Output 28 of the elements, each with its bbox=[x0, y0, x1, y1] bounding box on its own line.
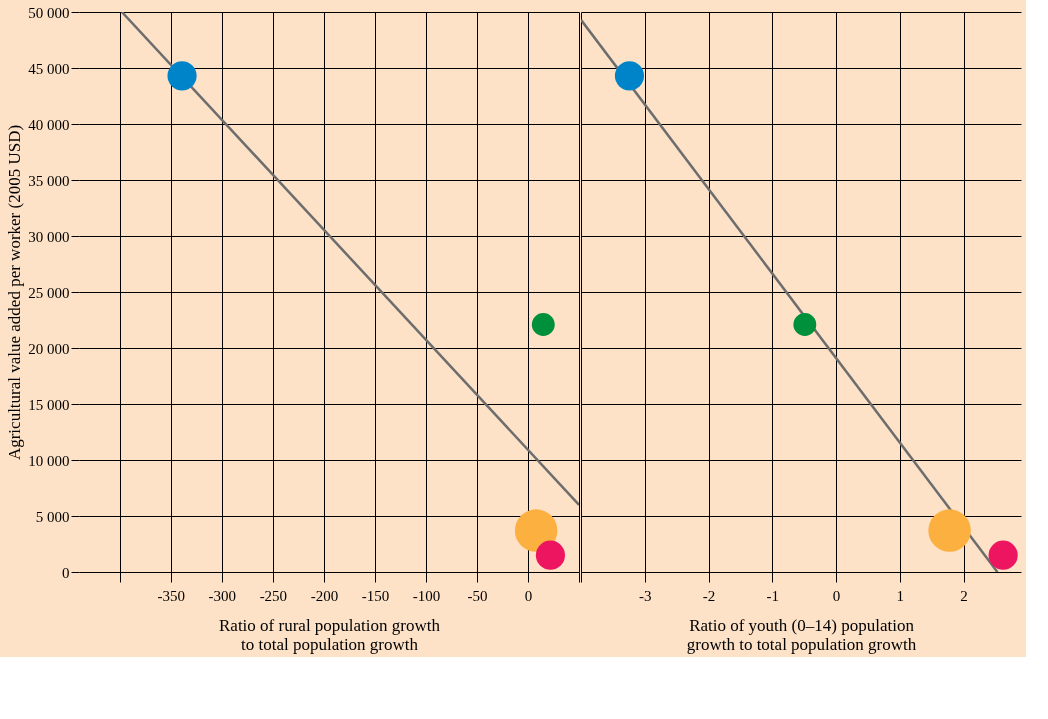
x-tick-label: -100 bbox=[412, 587, 441, 604]
y-tick-label: 0 bbox=[62, 564, 70, 581]
y-tick-label: 35 000 bbox=[28, 172, 70, 189]
x-tick-label: -350 bbox=[157, 587, 186, 604]
y-tick-label: 5 000 bbox=[35, 508, 70, 525]
x-tick-label: -200 bbox=[310, 587, 339, 604]
x-tick-label: -150 bbox=[361, 587, 390, 604]
x-tick-label: 0 bbox=[524, 587, 533, 604]
x-tick-label: -250 bbox=[259, 587, 288, 604]
y-axis-title: Agricultural value added per worker (2005 USD) bbox=[5, 124, 25, 461]
y-tick-label: 40 000 bbox=[28, 116, 70, 133]
x-tick-label: -3 bbox=[639, 587, 652, 604]
x-axis-title: Ratio of youth (0–14) population growth to total population growth bbox=[686, 615, 917, 654]
y-tick-label: 50 000 bbox=[28, 4, 70, 21]
y-tick-label: 45 000 bbox=[28, 60, 70, 77]
x-tick-label: 0 bbox=[832, 587, 841, 604]
y-tick-label: 25 000 bbox=[28, 284, 70, 301]
y-tick-label: 10 000 bbox=[28, 452, 70, 469]
y-tick-label: 20 000 bbox=[28, 340, 70, 357]
x-tick-label: 1 bbox=[896, 587, 905, 604]
y-tick-label: 15 000 bbox=[28, 396, 70, 413]
x-tick-label: -1 bbox=[766, 587, 780, 604]
x-axis-title: Ratio of rural population growth to total population growth bbox=[219, 615, 441, 654]
x-tick-label: -50 bbox=[467, 587, 488, 604]
y-tick-label: 30 000 bbox=[28, 228, 70, 245]
x-tick-label: -300 bbox=[208, 587, 237, 604]
x-tick-label: 2 bbox=[960, 587, 968, 604]
x-tick-label: -2 bbox=[702, 587, 716, 604]
